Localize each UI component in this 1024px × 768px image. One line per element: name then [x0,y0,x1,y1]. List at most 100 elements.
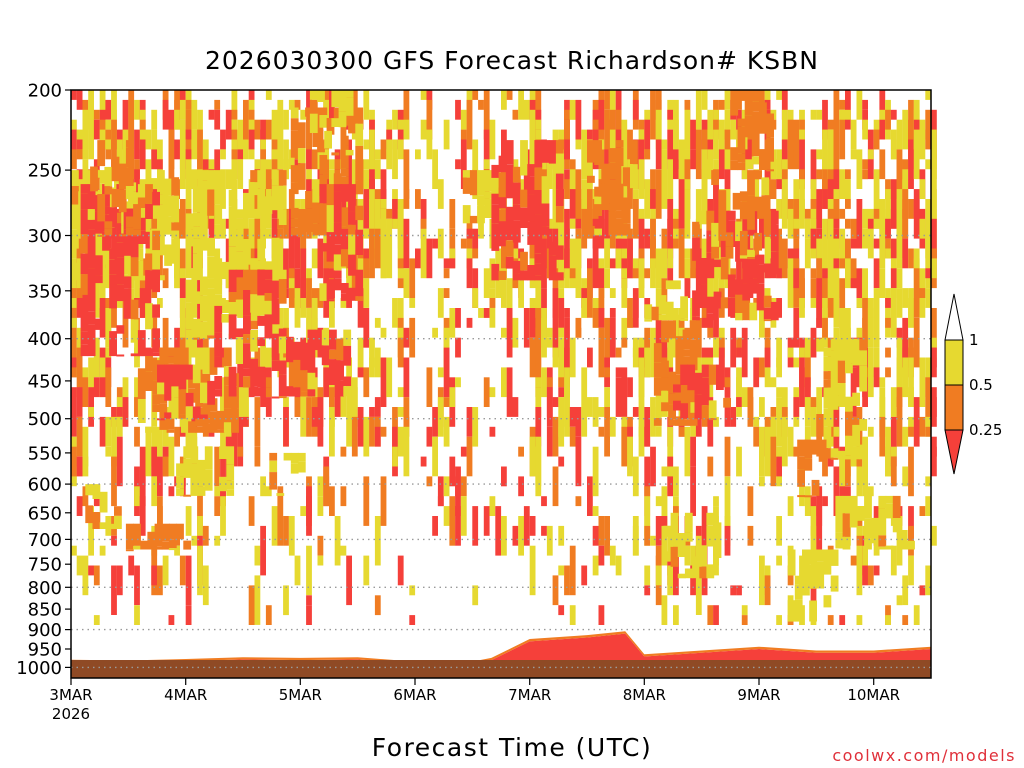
heatmap-cell [598,288,605,328]
heatmap-cell [867,308,874,318]
heatmap-cell [271,185,280,211]
heatmap-cell [902,357,909,398]
heatmap-cell [220,357,226,368]
heatmap-cell [324,130,332,149]
heatmap-cell [747,170,755,196]
heatmap-cell [208,218,215,239]
heatmap-cell [594,140,602,165]
heatmap-cell [403,327,410,348]
heatmap-cell [737,162,746,171]
heatmap-cell [237,446,244,457]
heatmap-cell [307,329,316,347]
heatmap-cell [747,195,755,214]
heatmap-cell [271,280,280,299]
heatmap-cell [852,392,860,406]
heatmap-cell [675,386,684,405]
heatmap-cell [770,377,777,388]
heatmap-cell [125,167,134,186]
heatmap-cell [326,279,335,300]
heatmap-cell [498,209,507,224]
heatmap-cell [609,129,616,160]
heatmap-cell [592,238,599,289]
heatmap-cell [776,555,782,566]
heatmap-cell [174,545,180,556]
heatmap-cell [822,149,828,170]
heatmap-cell [592,555,599,576]
heatmap-cell [409,258,416,298]
heatmap-cell [374,426,381,447]
heatmap-cell [615,367,622,378]
heatmap-cell [190,481,199,496]
heatmap-cell [555,173,564,190]
heatmap-cell [105,367,112,407]
heatmap-cell [331,152,340,156]
heatmap-cell [93,109,100,120]
heatmap-cell [673,400,681,411]
heatmap-cell [300,391,309,397]
heatmap-cell [630,164,638,189]
heatmap-cell [348,224,356,235]
heatmap-cell [226,480,235,490]
heatmap-cell [695,268,702,298]
heatmap-cell [555,153,564,174]
heatmap-cell [329,349,337,360]
heatmap-cell [355,135,364,146]
legend-level-label: 1 [969,331,979,349]
heatmap-cell [208,109,215,120]
heatmap-cell [827,119,834,130]
heatmap-cell [306,397,312,437]
heatmap-cell [810,248,817,259]
heatmap-cell [725,232,734,247]
heatmap-cell [673,605,679,625]
heatmap-cell [837,395,846,407]
heatmap-cell [684,189,691,239]
heatmap-cell [747,139,754,170]
heatmap-cell [88,119,94,160]
heatmap-cell [735,313,743,321]
heatmap-cell [890,456,897,487]
heatmap-cell [592,506,599,516]
heatmap-cell [228,302,237,322]
heatmap-cell [720,246,729,258]
gridlines [71,234,931,669]
heatmap-cell [501,129,507,160]
heatmap-cell [644,456,651,497]
heatmap-cell [200,321,208,339]
y-tick-label: 500 [28,409,62,430]
heatmap-cell [518,446,524,457]
x-tick-label: 10MAR [847,686,900,704]
heatmap-cell [931,258,937,279]
heatmap-cell [351,416,358,457]
heatmap-cell [552,466,559,507]
heatmap-cell [770,224,779,232]
heatmap-cell [231,129,238,180]
heatmap-cell [426,426,433,447]
heatmap-cell [756,283,765,311]
heatmap-cell [257,269,266,296]
heatmap-cell [80,253,89,275]
heatmap-cell [483,129,490,180]
heatmap-cell [392,446,398,467]
heatmap-cell [109,352,117,357]
heatmap-cell [890,387,897,417]
heatmap-cell [265,169,272,190]
heatmap-cell [535,446,542,497]
heatmap-cell [677,573,686,579]
heatmap-cell [307,389,316,397]
heatmap-cell [260,139,266,150]
heatmap-cell [931,139,937,170]
heatmap-cell [678,426,685,437]
heatmap-cell [651,306,660,321]
heatmap-cell [82,119,89,150]
heatmap-cell [751,156,760,165]
heatmap-cell [680,364,688,385]
heatmap-cell [776,179,782,190]
heatmap-cell [890,288,897,338]
heatmap-cell [329,407,335,457]
heatmap-cell [271,360,280,371]
heatmap-cell [690,248,696,279]
heatmap-cell [355,123,364,135]
heatmap-cell [111,90,117,120]
heatmap-cell [684,426,691,477]
heatmap-cell [297,148,306,164]
